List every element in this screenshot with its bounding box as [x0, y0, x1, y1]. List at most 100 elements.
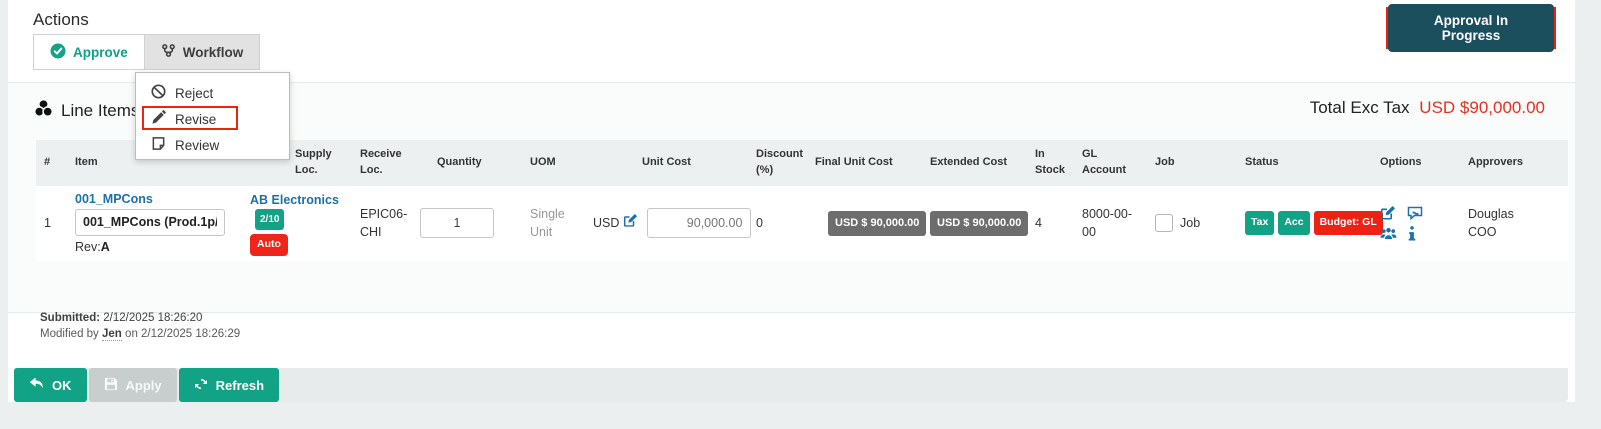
options-cell: [1372, 186, 1460, 261]
unit-cost-input[interactable]: [647, 208, 752, 239]
col-job: Job: [1155, 156, 1175, 169]
supplier-ratio-badge: 2/10: [255, 209, 285, 231]
col-options: Options: [1380, 156, 1422, 169]
menu-item-reject[interactable]: Reject: [136, 80, 289, 106]
line-items-icon: [33, 98, 54, 124]
job-cell: Job: [1147, 186, 1237, 261]
check-circle-icon: [50, 43, 66, 62]
total-exc-tax: Total Exc Tax USD $90,000.00: [1310, 98, 1545, 118]
line-items-title: Line Items: [61, 101, 140, 120]
col-uom: UOM: [530, 156, 556, 169]
discount-cell: 0: [756, 215, 763, 230]
menu-item-label: Reject: [175, 85, 214, 101]
menu-item-label: Revise: [175, 111, 217, 127]
col-extended-cost: Extended Cost: [930, 156, 1008, 169]
refresh-button[interactable]: Refresh: [178, 368, 280, 402]
edit-line-icon[interactable]: [1380, 205, 1396, 221]
workflow-button[interactable]: Workflow: [143, 35, 260, 69]
col-in-stock: In Stock: [1035, 148, 1065, 176]
gl-account-cell: 8000-00-00: [1082, 206, 1133, 240]
users-icon[interactable]: [1380, 226, 1397, 241]
currency-label: USD: [593, 215, 620, 230]
final-unit-cost-cell: USD $ 90,000.00: [807, 186, 927, 261]
ok-button[interactable]: OK: [14, 368, 87, 402]
approvers-cell: Douglas COO: [1468, 206, 1514, 240]
item-cell: 001_MPCons Rev:A: [67, 186, 242, 261]
workflow-button-label: Workflow: [182, 44, 244, 60]
job-label: Job: [1180, 215, 1201, 230]
edit-currency-icon[interactable]: [619, 213, 638, 234]
total-label: Total Exc Tax: [1309, 98, 1410, 117]
col-item: Item: [75, 156, 98, 169]
line-items-heading: Line Items: [33, 98, 139, 124]
audit-info: Submitted: 2/12/2025 18:26:20 Modified b…: [40, 311, 240, 342]
branch-icon: [161, 43, 176, 61]
col-receive-loc: Receive Loc.: [360, 148, 402, 176]
pencil-icon: [151, 110, 166, 128]
approve-button-label: Approve: [73, 44, 128, 60]
ban-icon: [151, 84, 166, 102]
reply-arrow-icon: [29, 377, 44, 393]
col-discount: Discount (%): [756, 148, 804, 176]
apply-button[interactable]: Apply: [88, 368, 177, 402]
col-num: #: [44, 156, 51, 169]
receive-loc-cell: EPIC06-CHI: [360, 206, 408, 240]
refresh-button-label: Refresh: [215, 377, 265, 393]
item-link[interactable]: 001_MPCons: [75, 192, 153, 206]
unit-cost-cell: USD: [585, 186, 752, 261]
status-badge-acc: Acc: [1278, 211, 1310, 236]
actions-button-group: Approve Workflow: [33, 34, 261, 70]
modified-user[interactable]: Jen: [102, 327, 122, 341]
uom-cell: Single Unit: [530, 206, 565, 240]
submitted-label: Submitted:: [40, 312, 101, 324]
table-header-row: # Item Supply Loc. Receive Loc. Quantity…: [36, 140, 1568, 186]
status-cell: Tax Acc Budget: GL: [1237, 186, 1383, 261]
status-badge-budget: Budget: GL: [1313, 211, 1383, 236]
footer-bar: OK Apply Refresh: [14, 368, 1568, 402]
menu-item-review[interactable]: Review: [136, 132, 289, 158]
note-icon: [151, 136, 166, 154]
line-items-table: # Item Supply Loc. Receive Loc. Quantity…: [36, 140, 1568, 261]
auto-badge: Auto: [250, 234, 288, 256]
modified-line: Modified by Jen on 2/12/2025 18:26:29: [40, 327, 241, 341]
item-revision: Rev:A: [75, 239, 110, 254]
job-checkbox[interactable]: [1155, 214, 1173, 233]
apply-button-label: Apply: [125, 377, 162, 393]
info-icon[interactable]: [1408, 226, 1416, 241]
col-gl-account: GL Account: [1082, 148, 1126, 176]
refresh-icon: [194, 377, 208, 394]
menu-item-label: Review: [175, 137, 220, 153]
status-badge-tax: Tax: [1245, 211, 1275, 236]
extended-cost-badge: USD $ 90,000.00: [930, 211, 1029, 236]
extended-cost-cell: USD $ 90,000.00: [922, 186, 1029, 261]
annotation-box-status: Approval In Progress: [1386, 4, 1556, 52]
quantity-input[interactable]: [420, 208, 494, 239]
col-status: Status: [1245, 156, 1279, 169]
col-final-unit-cost: Final Unit Cost: [815, 156, 893, 169]
submitted-value: 2/12/2025 18:26:20: [103, 312, 203, 324]
actions-title: Actions: [33, 10, 89, 29]
col-approvers: Approvers: [1468, 156, 1524, 169]
final-unit-cost-badge: USD $ 90,000.00: [828, 211, 927, 236]
total-value: USD $90,000.00: [1419, 98, 1545, 117]
in-stock-cell: 4: [1035, 215, 1042, 230]
quantity-cell: [412, 186, 522, 261]
line-items-panel: Line Items Total Exc Tax USD $90,000.00 …: [8, 82, 1575, 313]
row-num: 1: [44, 215, 51, 230]
approve-button[interactable]: Approve: [34, 35, 144, 69]
submitted-line: Submitted: 2/12/2025 18:26:20: [40, 311, 240, 327]
item-description-input[interactable]: [75, 208, 225, 236]
col-supply-loc: Supply Loc.: [295, 148, 332, 176]
ok-button-label: OK: [52, 377, 72, 393]
col-unit-cost: Unit Cost: [642, 156, 691, 169]
workflow-dropdown-menu: Reject Revise Review: [135, 72, 290, 160]
approval-in-progress-button[interactable]: Approval In Progress: [1388, 4, 1554, 52]
supply-cell: AB Electronics 2/10 Auto: [242, 186, 352, 261]
menu-item-revise[interactable]: Revise: [136, 106, 289, 132]
save-icon: [104, 377, 118, 394]
reject-feedback-icon[interactable]: [1407, 205, 1423, 221]
col-quantity: Quantity: [437, 156, 482, 169]
table-row: 1 001_MPCons Rev:A AB Electronics 2/10 Au…: [36, 186, 1568, 261]
content-card: Actions Approve Workflow Approval In Pro…: [8, 0, 1575, 402]
supplier-link[interactable]: AB Electronics: [250, 192, 339, 207]
